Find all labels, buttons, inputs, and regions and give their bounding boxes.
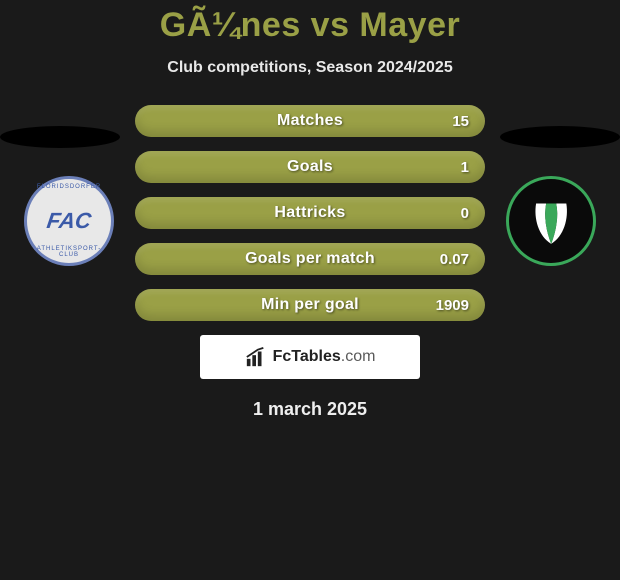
stat-row-matches: Matches 15 xyxy=(135,105,485,137)
stat-value: 0 xyxy=(461,205,469,222)
stat-row-gpm: Goals per match 0.07 xyxy=(135,243,485,275)
badge-left-arc-bottom: ATHLETIKSPORT-CLUB xyxy=(27,246,111,258)
footer-date: 1 march 2025 xyxy=(0,399,620,420)
stat-value: 1909 xyxy=(436,297,469,314)
page-subtitle: Club competitions, Season 2024/2025 xyxy=(0,59,620,77)
club-badge-right-icon xyxy=(526,196,576,246)
stat-label: Hattricks xyxy=(274,204,345,222)
stats-container: Matches 15 Goals 1 Hattricks 0 Goals per… xyxy=(135,105,485,321)
stat-label: Matches xyxy=(277,112,343,130)
shadow-ellipse-left xyxy=(0,126,120,148)
stat-row-mpg: Min per goal 1909 xyxy=(135,289,485,321)
stat-row-hattricks: Hattricks 0 xyxy=(135,197,485,229)
club-badge-left: FLORIDSDORFER FAC ATHLETIKSPORT-CLUB xyxy=(24,176,114,266)
page-title: GÃ¼nes vs Mayer xyxy=(0,0,620,45)
brand-box[interactable]: FcTables.com xyxy=(200,335,420,379)
club-badge-right xyxy=(506,176,596,266)
chart-icon xyxy=(245,346,267,368)
stat-value: 0.07 xyxy=(440,251,469,268)
shadow-ellipse-right xyxy=(500,126,620,148)
brand-text: FcTables.com xyxy=(273,348,376,366)
stat-value: 15 xyxy=(452,113,469,130)
stat-value: 1 xyxy=(461,159,469,176)
badge-left-label: FAC xyxy=(46,211,93,231)
stat-label: Min per goal xyxy=(261,296,359,314)
badge-left-arc-top: FLORIDSDORFER xyxy=(27,184,111,190)
stat-label: Goals xyxy=(287,158,333,176)
brand-name: FcTables xyxy=(273,348,341,365)
stat-label: Goals per match xyxy=(245,250,375,268)
stat-row-goals: Goals 1 xyxy=(135,151,485,183)
brand-domain: .com xyxy=(341,348,376,365)
